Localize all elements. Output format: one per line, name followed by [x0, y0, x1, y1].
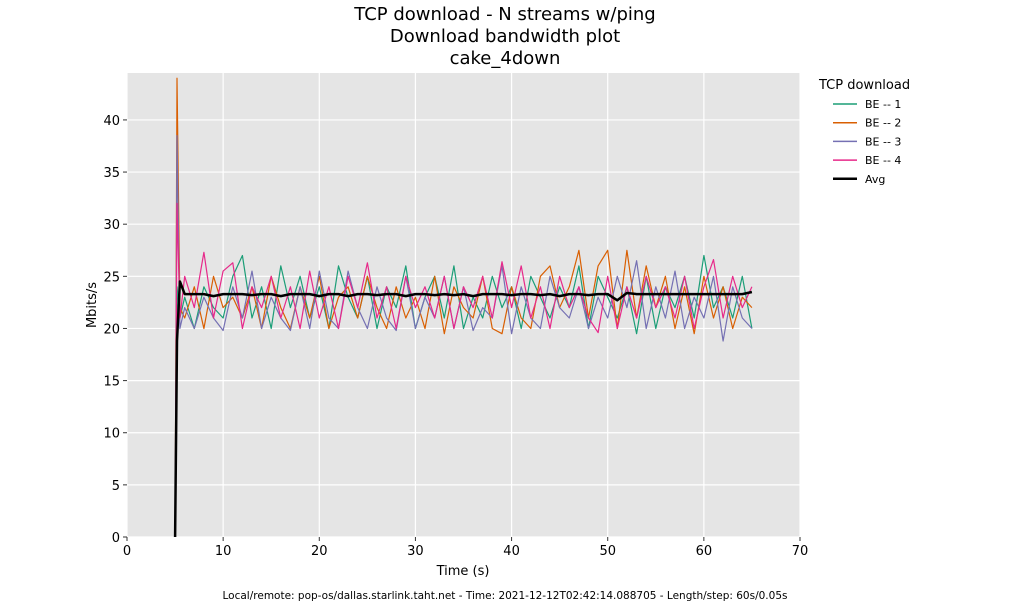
x-tick-label: 20 — [311, 544, 328, 559]
x-tick-label: 30 — [407, 544, 424, 559]
y-tick-label: 0 — [112, 531, 120, 546]
series-line-avg — [173, 280, 753, 538]
y-tick-label: 40 — [103, 114, 120, 129]
x-tick-label: 60 — [696, 544, 713, 559]
chart-title-line-2: Download bandwidth plot — [390, 26, 620, 47]
legend-title: TCP download — [818, 78, 910, 93]
x-tick-label: 0 — [123, 544, 131, 559]
x-tick-label: 50 — [599, 544, 616, 559]
y-tick-label: 25 — [103, 270, 120, 285]
legend: TCP download BE -- 1 BE -- 2 BE -- 3 BE -- … — [818, 78, 910, 186]
chart-title-line-3: cake_4down — [450, 48, 561, 69]
y-axis-label: Mbits/s — [85, 282, 100, 328]
x-tick-label: 10 — [215, 544, 232, 559]
legend-label: Avg — [865, 173, 885, 186]
y-tick-label: 35 — [103, 166, 120, 181]
y-tick-label: 15 — [103, 375, 120, 390]
y-tick-label: 10 — [103, 427, 120, 442]
x-axis-label: Time (s) — [436, 564, 490, 579]
legend-label: BE -- 1 — [865, 98, 901, 111]
series-line-be-1 — [174, 254, 753, 535]
y-tick-label: 20 — [103, 322, 120, 337]
legend-label: BE -- 2 — [865, 117, 901, 130]
legend-label: BE -- 4 — [865, 154, 901, 167]
y-tick-label: 5 — [112, 479, 120, 494]
chart-title-line-1: TCP download - N streams w/ping — [353, 4, 655, 25]
x-tick-label: 40 — [503, 544, 520, 559]
legend-label: BE -- 3 — [865, 135, 901, 148]
x-tick-label: 70 — [792, 544, 809, 559]
y-tick-label: 30 — [103, 218, 120, 233]
footer-text: Local/remote: pop-os/dallas.starlink.tah… — [223, 590, 788, 602]
